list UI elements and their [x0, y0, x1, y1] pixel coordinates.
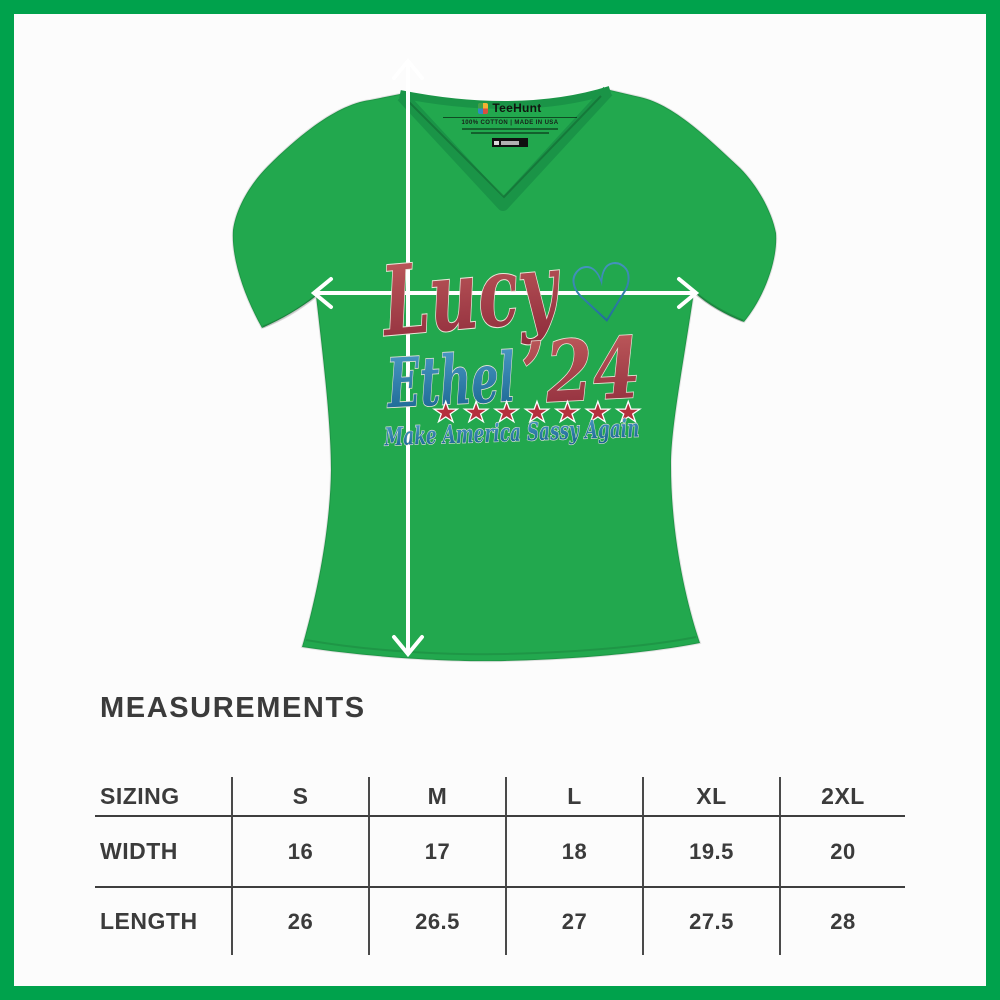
width-value-2xl: 20: [779, 817, 905, 888]
length-value-m: 26.5: [368, 888, 505, 955]
header-cell-xl: XL: [642, 777, 779, 817]
design-year: ’24: [519, 318, 642, 423]
bottom-hem-stitch: [305, 636, 697, 656]
row-label-length: LENGTH: [100, 908, 198, 934]
vneck-collar-band: [397, 86, 613, 211]
stars-row: ★ ★ ★ ★ ★ ★ ★: [435, 400, 640, 426]
length-value-s: 26: [231, 888, 368, 955]
left-sleeve-hem: [262, 294, 317, 329]
width-value-l: 18: [505, 817, 642, 888]
width-value-s: 16: [231, 817, 368, 888]
width-value-m: 17: [368, 817, 505, 888]
width-arrow: [310, 277, 700, 309]
back-collar-band: [399, 86, 612, 110]
label-fineprint-line: [471, 132, 549, 134]
brand-logo-icon: [478, 102, 489, 114]
length-arrow: [392, 57, 424, 658]
heart-icon: ♡: [561, 244, 645, 346]
length-value-2xl: 28: [779, 888, 905, 955]
brand-name: TeeHunt: [492, 101, 542, 115]
tshirt-body: [231, 88, 778, 663]
right-sleeve-hem: [693, 290, 744, 323]
design-name-ethel: Ethel: [384, 338, 517, 425]
header-cell-s: S: [231, 777, 368, 817]
chip-mark: [494, 140, 499, 145]
neck-label: TeeHunt 100% COTTON | MADE IN USA: [443, 101, 577, 147]
length-value-xl: 27.5: [642, 888, 779, 955]
row-label-width: WIDTH: [95, 817, 231, 888]
header-cell-m: M: [368, 777, 505, 817]
width-value-xl: 19.5: [642, 817, 779, 888]
label-material-text: 100% COTTON | MADE IN USA: [443, 117, 577, 126]
length-value-l: 27: [505, 888, 642, 955]
chip-mark: [501, 140, 519, 145]
tshirt-print-design: Lucy ♡ Ethel ’24 ★ ★ ★ ★ ★ ★ ★ Make Amer…: [374, 229, 645, 452]
design-name-lucy: Lucy: [375, 230, 566, 358]
size-table: SIZING S M L XL 2XL WIDTH 16 17 18 19.5 …: [95, 777, 905, 955]
vneck-collar-stitch: [407, 95, 602, 199]
header-cell-l: L: [505, 777, 642, 817]
brand-row: TeeHunt: [443, 101, 577, 115]
header-cell-sizing: SIZING: [95, 777, 231, 817]
header-cell-2xl: 2XL: [779, 777, 905, 817]
label-fineprint-line: [461, 128, 559, 130]
size-chip: [492, 138, 528, 147]
measurements-heading: MEASUREMENTS: [100, 692, 366, 724]
